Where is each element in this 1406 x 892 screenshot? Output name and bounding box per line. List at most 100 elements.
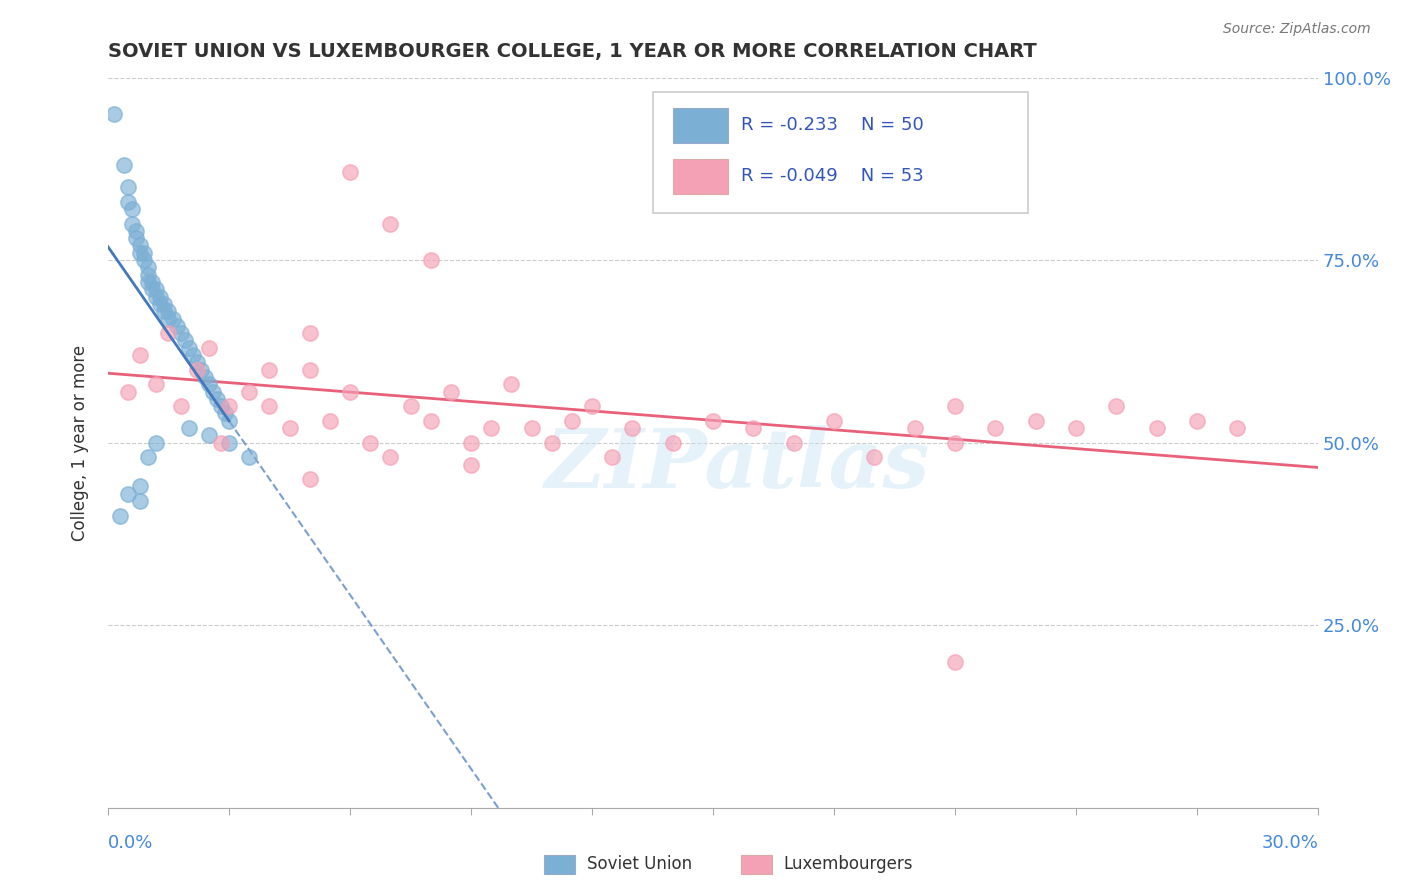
Point xyxy=(125,224,148,238)
Point xyxy=(419,253,441,268)
Point xyxy=(1185,414,1208,428)
Point xyxy=(298,472,321,486)
Point xyxy=(162,311,184,326)
Point xyxy=(198,377,221,392)
Point xyxy=(198,428,221,442)
Point xyxy=(238,384,260,399)
Point xyxy=(298,362,321,376)
Point xyxy=(169,326,191,340)
Point xyxy=(121,217,143,231)
Point xyxy=(218,435,240,450)
Point xyxy=(943,435,966,450)
Point xyxy=(129,245,152,260)
Point xyxy=(823,414,845,428)
Point xyxy=(169,399,191,413)
Point xyxy=(259,399,281,413)
Point xyxy=(205,392,228,406)
Point xyxy=(581,399,603,413)
Point xyxy=(702,414,724,428)
Point xyxy=(117,180,139,194)
Point xyxy=(157,311,180,326)
Point xyxy=(141,275,163,289)
Point xyxy=(181,348,204,362)
Point xyxy=(201,384,224,399)
Point xyxy=(129,348,152,362)
Point xyxy=(339,384,361,399)
Text: 0.0%: 0.0% xyxy=(108,834,153,852)
Point xyxy=(238,450,260,465)
Point xyxy=(214,406,236,420)
Point xyxy=(218,399,240,413)
Point xyxy=(440,384,463,399)
Point xyxy=(1146,421,1168,435)
Point xyxy=(380,450,402,465)
Text: Luxembourgers: Luxembourgers xyxy=(783,855,912,873)
Point xyxy=(399,399,422,413)
Point xyxy=(209,435,232,450)
FancyBboxPatch shape xyxy=(652,92,1028,212)
Point xyxy=(479,421,502,435)
Point xyxy=(259,362,281,376)
Point xyxy=(186,355,208,369)
FancyBboxPatch shape xyxy=(673,108,727,144)
Point xyxy=(145,435,167,450)
Point xyxy=(134,245,156,260)
Point xyxy=(561,414,583,428)
Text: Source: ZipAtlas.com: Source: ZipAtlas.com xyxy=(1223,22,1371,37)
Point xyxy=(600,450,623,465)
Point xyxy=(129,494,152,508)
Point xyxy=(943,399,966,413)
Point xyxy=(145,282,167,296)
Point xyxy=(157,326,180,340)
Point xyxy=(136,260,159,275)
Y-axis label: College, 1 year or more: College, 1 year or more xyxy=(72,344,89,541)
Point xyxy=(129,238,152,252)
Point xyxy=(129,479,152,493)
Point xyxy=(177,341,200,355)
Point xyxy=(149,290,172,304)
Point xyxy=(783,435,806,450)
Point xyxy=(121,202,143,216)
Point xyxy=(621,421,644,435)
Point xyxy=(157,304,180,318)
Point xyxy=(136,450,159,465)
Point xyxy=(125,231,148,245)
Point xyxy=(943,655,966,669)
Point xyxy=(166,318,188,333)
Point xyxy=(742,421,765,435)
Point xyxy=(153,297,176,311)
Point xyxy=(177,421,200,435)
Point xyxy=(209,399,232,413)
Text: 30.0%: 30.0% xyxy=(1261,834,1319,852)
FancyBboxPatch shape xyxy=(673,160,727,194)
Text: R = -0.233    N = 50: R = -0.233 N = 50 xyxy=(741,116,924,134)
Point xyxy=(1064,421,1087,435)
Point xyxy=(173,334,195,348)
Point xyxy=(419,414,441,428)
Point xyxy=(186,362,208,376)
Point xyxy=(319,414,342,428)
Point xyxy=(278,421,301,435)
Point xyxy=(194,370,217,384)
Point xyxy=(145,377,167,392)
Point xyxy=(359,435,381,450)
Point xyxy=(661,435,683,450)
Point xyxy=(190,362,212,376)
Point xyxy=(117,384,139,399)
Point xyxy=(984,421,1007,435)
Point xyxy=(1105,399,1128,413)
Point xyxy=(136,275,159,289)
Text: SOVIET UNION VS LUXEMBOURGER COLLEGE, 1 YEAR OR MORE CORRELATION CHART: SOVIET UNION VS LUXEMBOURGER COLLEGE, 1 … xyxy=(108,42,1036,61)
Point xyxy=(117,194,139,209)
Point xyxy=(153,304,176,318)
Text: ZIPatlas: ZIPatlas xyxy=(544,425,929,505)
Point xyxy=(863,450,886,465)
Point xyxy=(380,217,402,231)
Point xyxy=(145,290,167,304)
Point xyxy=(141,282,163,296)
Point xyxy=(134,253,156,268)
Text: R = -0.049    N = 53: R = -0.049 N = 53 xyxy=(741,167,924,186)
Point xyxy=(501,377,523,392)
Point xyxy=(540,435,562,450)
Point xyxy=(198,341,221,355)
